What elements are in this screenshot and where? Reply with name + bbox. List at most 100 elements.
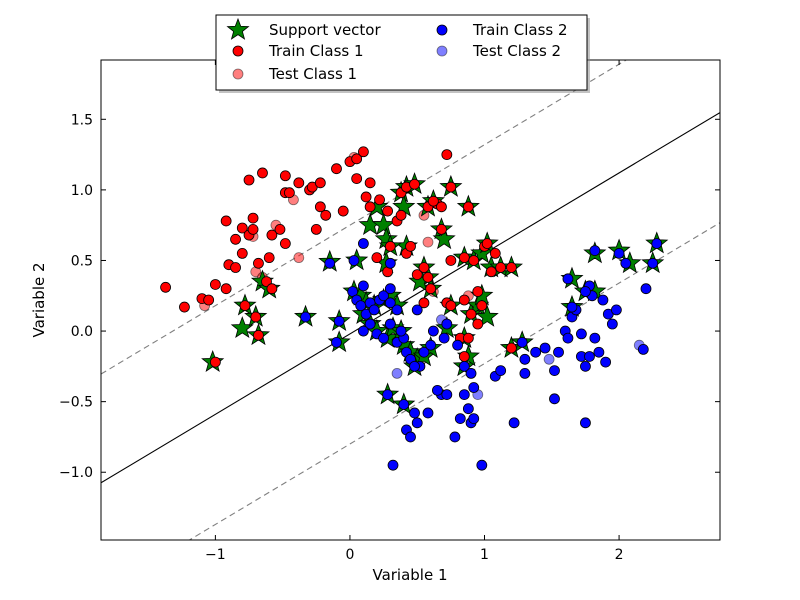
train-class1-point-77 (427, 195, 439, 207)
train-class1-point-41 (382, 205, 394, 217)
train-class2-point-88 (580, 286, 591, 297)
train-class2-point-77 (610, 304, 622, 316)
x-axis-ticks: −1 0 1 2 (205, 60, 624, 563)
train-class2-point-89 (589, 245, 601, 256)
train-class2-point-33 (465, 368, 477, 379)
train-class1-point-33 (310, 224, 322, 235)
x-tick-label-0: −1 (205, 547, 226, 563)
train-class2-point-94 (411, 304, 423, 316)
train-class2-point-12 (378, 290, 389, 302)
train-class2-point-16 (364, 318, 376, 330)
train-class2-point-76 (606, 318, 618, 330)
margin-line-2 (188, 222, 720, 540)
train-class1-point-85 (458, 252, 470, 264)
train-class1-point-32 (337, 205, 349, 217)
train-class2-point-73 (597, 294, 609, 306)
train-class1-point-25 (293, 177, 305, 189)
train-class1-point-23 (283, 187, 295, 199)
train-class2-point-93 (398, 399, 410, 410)
train-class1-point-39 (360, 191, 372, 203)
train-class2-point-13 (384, 283, 396, 295)
legend-label-train1: Train Class 1 (268, 42, 364, 60)
train-class2-point-72 (593, 346, 605, 358)
train-class2-point-14 (384, 297, 396, 309)
train-class2-point-62 (562, 332, 574, 344)
train-class2-point-35 (458, 389, 470, 400)
train-class1-point-38 (364, 177, 376, 189)
train-class1-point-40 (374, 194, 385, 206)
train-class1-point-71 (364, 201, 376, 213)
train-class1-point-63 (462, 332, 474, 344)
legend-train1-icon (232, 45, 244, 57)
test-class2-point-0 (391, 368, 403, 379)
train-class1-point-54 (458, 294, 470, 306)
train-class1-point-28 (314, 201, 326, 213)
train-class2-point-97 (300, 311, 311, 323)
legend-support-vector-icon (226, 17, 250, 40)
train-class2-point-58 (549, 365, 560, 376)
train-class2-point-80 (640, 283, 652, 295)
train-class1-point-86 (468, 255, 480, 266)
train-class1-point-13 (247, 224, 259, 235)
legend-label-sv: Support vector (269, 21, 381, 39)
train-class2-point-78 (613, 248, 625, 259)
train-class1-point-90 (384, 240, 396, 252)
train-class2-point-56 (530, 346, 542, 358)
train-class2-point-27 (425, 339, 437, 351)
train-class2-point-96 (384, 257, 396, 269)
train-class1-point-60 (489, 248, 501, 259)
test-class1-point-5 (293, 252, 305, 264)
train-class2-point-91 (651, 238, 663, 249)
train-class1-point-35 (351, 153, 363, 165)
train-class1-point-68 (253, 329, 264, 341)
legend-test1-icon (232, 68, 244, 80)
train-class2-point-30 (441, 318, 453, 330)
train-class1-point-19 (266, 229, 278, 241)
train-class1-point-66 (239, 300, 251, 312)
train-class1-point-55 (465, 308, 477, 320)
train-class2-point-57 (539, 342, 551, 354)
train-class1-point-83 (425, 283, 437, 295)
train-class1-point-82 (422, 272, 434, 283)
train-class1-point-79 (445, 181, 457, 193)
train-class2-point-95 (358, 238, 369, 249)
train-class1-point-87 (481, 238, 493, 249)
legend-label-test1: Test Class 1 (268, 65, 357, 83)
train-class2-point-26 (418, 346, 430, 358)
train-class2-point-66 (575, 328, 587, 340)
y-axis-label: Variable 2 (30, 262, 48, 337)
train-class2-point-32 (458, 360, 470, 372)
train-class2-point-29 (438, 332, 450, 344)
train-class2-point-2 (333, 315, 345, 327)
train-class1-point-74 (409, 178, 420, 190)
y-axis-ticks: −1.0 −0.5 0.0 0.5 1.0 1.5 (59, 112, 720, 481)
train-class2-point-28 (427, 325, 439, 337)
train-class1-point-7 (220, 215, 232, 227)
train-class2-point-85 (432, 384, 443, 396)
y-tick-label-0: −1.0 (59, 465, 93, 481)
train-class1-point-16 (257, 167, 268, 179)
x-tick-label-2: 1 (480, 547, 489, 563)
plot-content (101, 60, 720, 540)
test-class1-point-9 (422, 236, 434, 248)
train-class1-point-37 (351, 173, 363, 184)
y-tick-label-5: 1.5 (71, 112, 93, 128)
train-class2-point-86 (562, 273, 574, 285)
train-class2-point-7 (358, 280, 369, 292)
y-tick-label-3: 0.5 (71, 253, 93, 269)
train-class2-point-0 (324, 257, 336, 269)
train-class1-point-1 (179, 301, 190, 313)
train-class2-point-55 (519, 368, 531, 379)
train-class2-point-52 (495, 365, 507, 376)
legend-test2-icon (436, 45, 448, 57)
train-class1-point-67 (250, 311, 262, 323)
train-class1-point-49 (436, 201, 447, 213)
train-class1-point-89 (506, 262, 517, 273)
legend-label-train2: Train Class 2 (472, 21, 568, 39)
train-class2-point-3 (348, 255, 360, 266)
train-class2-point-54 (519, 353, 531, 365)
train-class2-point-90 (647, 257, 659, 269)
train-class2-point-46 (422, 407, 434, 419)
